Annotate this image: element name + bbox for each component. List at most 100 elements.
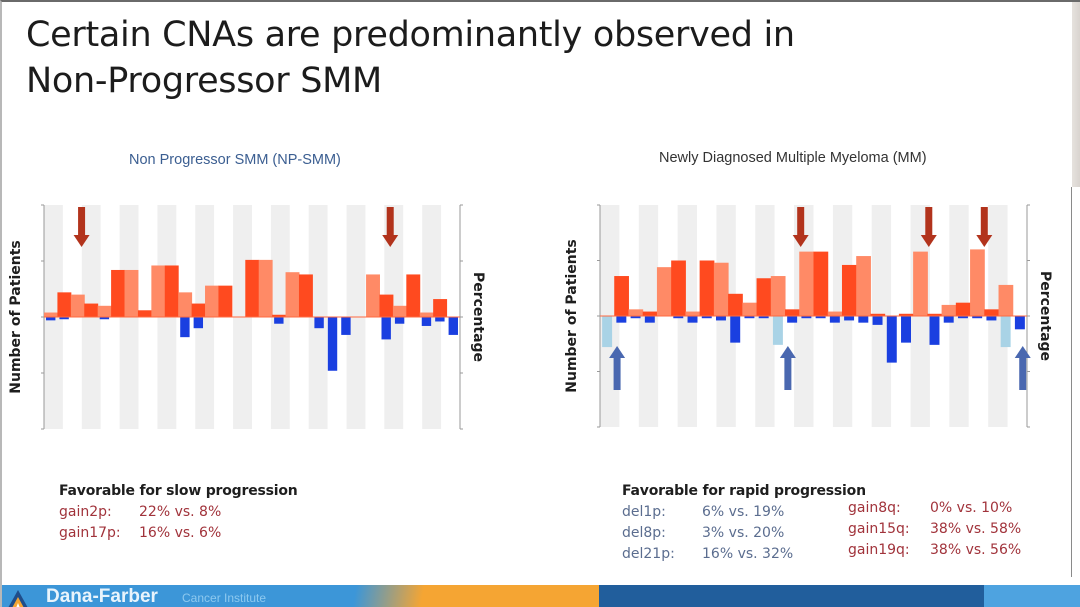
loss-bar [886,316,897,363]
divider [1071,187,1072,577]
gain-bar [913,251,928,316]
loss-bar [972,316,983,319]
gain-bar [898,313,914,316]
gain-bar [70,294,85,317]
del-list: del1p: 6% vs. 19% del8p: 3% vs. 20% del2… [622,502,848,565]
loss-bar [435,317,445,322]
arrow-down-icon [792,235,809,247]
loss-bar [872,316,883,325]
arrow-down-icon [925,207,933,237]
arrow-down-icon [797,207,805,237]
gain-bar [272,314,287,317]
note-row: gain2p: 22% vs. 8% [59,502,298,523]
arrow-up-icon [1014,346,1031,358]
loss-bar [687,316,698,323]
gain-bar [728,293,743,316]
loss-bar [644,316,655,323]
gain-bar [258,259,273,317]
loss-bar [716,316,726,321]
chart-title-np-smm: Non Progressor SMM (NP-SMM) [129,152,341,168]
loss-bar [1000,316,1011,348]
loss-bar [193,317,204,329]
note-key: del21p: [622,546,675,562]
arrow-up-icon [609,346,626,358]
loss-bar [673,316,684,319]
loss-bar [1014,316,1025,330]
loss-bar [314,317,324,329]
loss-bar [929,316,940,345]
note-key: gain15q: [848,521,910,537]
gain-bar [392,305,407,317]
loss-bar [844,316,855,321]
loss-bar [758,316,769,319]
loss-bar [986,316,997,321]
gain-bar [111,269,126,317]
gain-bar [44,312,58,317]
notes-slow-progression: Favorable for slow progression gain2p: 2… [59,483,298,544]
side-panel-edge [1072,2,1080,187]
loss-bar [59,317,69,320]
note-value: 16% vs. 6% [139,525,222,541]
note-row: gain15q: 38% vs. 58% [848,519,1021,540]
arrow-down-icon [78,207,86,237]
dana-farber-logo-icon [8,590,28,607]
note-value: 38% vs. 56% [930,542,1022,558]
gain-bar [742,302,758,316]
gain-bar [685,311,701,316]
arrow-down-icon [382,235,399,247]
loss-bar [180,317,190,338]
loss-bar [801,316,812,319]
gain-bar [57,292,72,317]
note-row: gain19q: 38% vs. 56% [848,540,1021,561]
gain-bar [366,274,380,317]
notes-heading: Favorable for rapid progression [622,483,866,499]
gain-bar [124,269,139,317]
footer-band-light-blue [984,585,1080,607]
note-key: gain8q: [848,500,901,516]
gain-bar [998,284,1014,316]
loss-bar [858,316,869,323]
gain-bar [298,274,313,317]
loss-bar [730,316,741,343]
note-row: del1p: 6% vs. 19% [622,502,848,523]
gain-bar [628,309,644,316]
gain-bar [218,285,233,317]
notes-rapid-progression: Favorable for rapid progression del1p: 6… [622,483,1021,565]
chart-title-mm: Newly Diagnosed Multiple Myeloma (MM) [659,150,927,166]
gain-bar [827,311,843,316]
loss-bar [602,316,613,348]
gain-bar [927,313,943,316]
gain-bar [97,305,112,317]
y-axis-label: Number of Patients [564,239,580,392]
gain-bar [870,313,886,316]
gain-bar [770,276,786,316]
chart-mm: Number of Patients Percentage [564,204,1053,428]
gain-bar [841,264,857,316]
y2-axis-label: Percentage [1037,271,1053,361]
loss-bar [421,317,432,326]
loss-bar [394,317,405,324]
loss-bar [772,316,783,345]
loss-bar [829,316,840,323]
arrow-down-icon [976,235,993,247]
footer-bar: Dana-Farber Cancer Institute [2,585,1080,607]
arrow-up-icon [1019,357,1027,390]
gain-bar [671,260,686,316]
gain-bar [699,260,715,316]
gain-bar [84,303,99,317]
note-row: gain8q: 0% vs. 10% [848,498,1021,519]
loss-bar [99,317,110,320]
loss-bar [815,316,826,319]
gain-bar [191,303,206,317]
gain-bar [799,251,814,316]
title-line-2: Non-Progressor SMM [26,61,382,101]
chart-np-smm: Number of Patients Percentage [8,204,486,430]
loss-bar [46,317,56,321]
loss-bar [957,316,968,319]
footer-band-orange [152,585,602,607]
brand-subtitle: Cancer Institute [182,591,267,605]
loss-bar [630,316,641,319]
gain-bar [941,304,957,316]
gain-bar [137,310,152,317]
gain-bar [614,276,629,316]
